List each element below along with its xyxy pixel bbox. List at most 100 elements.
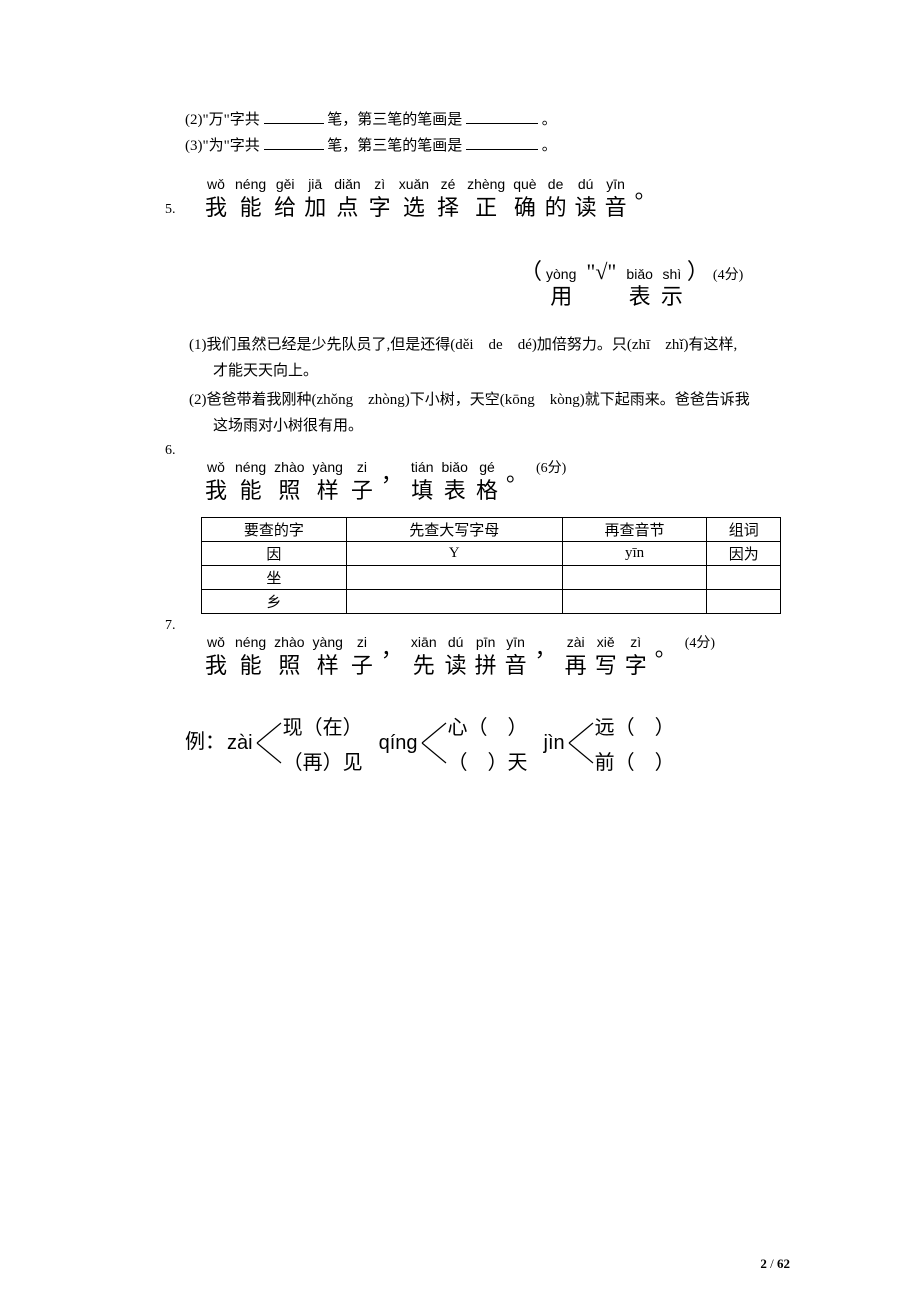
- q5-p2b: 这场雨对小树很有用。: [185, 414, 790, 440]
- ruby-char: zé择: [437, 176, 459, 224]
- table-header: 再查音节: [562, 517, 707, 541]
- ruby-char: tián填: [411, 459, 434, 507]
- text: (2)"万"字共: [185, 112, 260, 128]
- ruby-char: biǎo 表: [626, 266, 652, 314]
- ruby-char: yàng样: [313, 634, 343, 682]
- ruby-char: diǎn点: [334, 176, 360, 224]
- ruby-char: wǒ我: [205, 459, 227, 507]
- ruby-char: gěi给: [274, 176, 296, 224]
- page-current: 2: [760, 1256, 767, 1271]
- blank[interactable]: [466, 135, 538, 150]
- q5-number: 5.: [165, 202, 176, 218]
- ruby-char: shì 示: [661, 266, 683, 314]
- branch-bottom: （ ）天: [448, 746, 528, 775]
- branch-icon: [567, 715, 595, 771]
- table-cell: 因为: [707, 541, 781, 565]
- ruby-char: xiě写: [595, 634, 617, 682]
- ruby-char: yīn音: [505, 634, 527, 682]
- ruby-char: yàng样: [313, 459, 343, 507]
- table-cell: yīn: [562, 541, 707, 565]
- text: 。: [542, 112, 557, 128]
- table-cell: 坐: [202, 565, 347, 589]
- branch-bottom: （再）见: [283, 746, 363, 775]
- q5-title: wǒ我 néng能 gěi给 jiā加 diǎn点 zì字 xuǎn选 zé择 zhèng正qu…: [201, 176, 790, 224]
- ruby-char: zài再: [565, 634, 587, 682]
- ruby-char: wǒ我: [205, 176, 227, 224]
- q5-p1b: 才能天天向上。: [185, 359, 790, 385]
- example-label: 例：: [185, 725, 225, 775]
- paren-open: （: [520, 254, 542, 286]
- table-cell: [707, 589, 781, 613]
- ruby-char: 。: [655, 634, 677, 682]
- ruby-char: xiān先: [411, 634, 437, 682]
- points-label: (4分): [713, 264, 743, 284]
- q6-number: 6.: [165, 443, 176, 459]
- table-row: 坐: [202, 565, 781, 589]
- blank[interactable]: [264, 109, 324, 124]
- table-cell: 因: [202, 541, 347, 565]
- q7-number: 7.: [165, 618, 176, 634]
- q5-p1a: (1)我们虽然已经是少先队员了,但是还得(děi de dé)加倍努力。只(zh…: [189, 333, 790, 359]
- table-cell: 乡: [202, 589, 347, 613]
- ruby-char: zì字: [369, 176, 391, 224]
- branch-pinyin: zài: [227, 732, 253, 755]
- ruby-char: néng能: [235, 634, 266, 682]
- ruby-char: zhào照: [274, 459, 304, 507]
- ruby-char: xuǎn选: [399, 176, 429, 224]
- paren-close: ）: [687, 254, 709, 286]
- branch-pinyin: jìn: [544, 732, 565, 755]
- branch-icon: [255, 715, 283, 771]
- ruby-char: dú读: [445, 634, 467, 682]
- table-cell: [562, 589, 707, 613]
- ruby-char: jiā加: [304, 176, 326, 224]
- q6-title: wǒ我 néng能 zhào照 yàng样 zi子 ， tián填 biǎo表 gé格。 (6分…: [201, 457, 790, 507]
- check-mark: "√": [586, 259, 616, 285]
- q5-p2a: (2)爸爸带着我刚种(zhǒng zhòng)下小树，天空(kōng kòng)…: [189, 388, 790, 414]
- branch-icon: [420, 715, 448, 771]
- table-header: 先查大写字母: [346, 517, 562, 541]
- points-label: (6分): [536, 457, 566, 477]
- ruby-char: 。: [506, 459, 528, 507]
- q7-title: wǒ我néng能zhào照yàng样zi子，xiān先dú读pīn拼yīn音，z…: [201, 632, 790, 682]
- ruby-char: yīn音: [605, 176, 627, 224]
- ruby-char: gé格: [476, 459, 498, 507]
- branch-group: qíng心（ ）（ ）天: [379, 711, 528, 775]
- branch-bottom: 前（ ）: [595, 746, 675, 775]
- ruby-char: zi子: [351, 459, 373, 507]
- ruby-char: wǒ我: [205, 634, 227, 682]
- branch-top: 现（在）: [283, 711, 363, 740]
- q4-sub3: (3)"为"字共 笔，第三笔的笔画是 。: [185, 134, 790, 158]
- table-cell: Y: [346, 541, 562, 565]
- ruby-char: ，: [381, 459, 403, 507]
- blank[interactable]: [466, 109, 538, 124]
- branch-group: zài 现（在） （再）见: [227, 711, 363, 775]
- points-label: (4分): [685, 632, 715, 652]
- blank[interactable]: [264, 135, 324, 150]
- branch-group: jìn 远（ ） 前（ ）: [544, 711, 675, 775]
- ruby-char: zi子: [351, 634, 373, 682]
- ruby-char: pīn拼: [475, 634, 497, 682]
- ruby-char: biǎo表: [442, 459, 468, 507]
- text: 。: [542, 138, 557, 154]
- table-cell: [707, 565, 781, 589]
- text: (3)"为"字共: [185, 138, 260, 154]
- table-row: 乡: [202, 589, 781, 613]
- text: 笔，第三笔的笔画是: [327, 138, 462, 154]
- table-header: 要查的字: [202, 517, 347, 541]
- page-footer: 2 / 62: [760, 1256, 790, 1272]
- ruby-char: néng能: [235, 459, 266, 507]
- branch-top: 远（ ）: [595, 711, 675, 740]
- ruby-char: ，: [381, 634, 403, 682]
- table-cell: [346, 589, 562, 613]
- ruby-char: zhèng正: [467, 176, 505, 224]
- ruby-char: què确: [513, 176, 536, 224]
- table-cell: [346, 565, 562, 589]
- page-total: 62: [777, 1256, 790, 1271]
- ruby-char: néng能: [235, 176, 266, 224]
- ruby-char: zhào照: [274, 634, 304, 682]
- table-row: 因Yyīn因为: [202, 541, 781, 565]
- table-cell: [562, 565, 707, 589]
- branch-pinyin: qíng: [379, 732, 418, 755]
- page-sep: /: [770, 1256, 777, 1271]
- q7-examples: 例： zài 现（在） （再）见 qíng心（ ）（ ）天 jìn 远（ ） 前（ ）: [185, 711, 790, 775]
